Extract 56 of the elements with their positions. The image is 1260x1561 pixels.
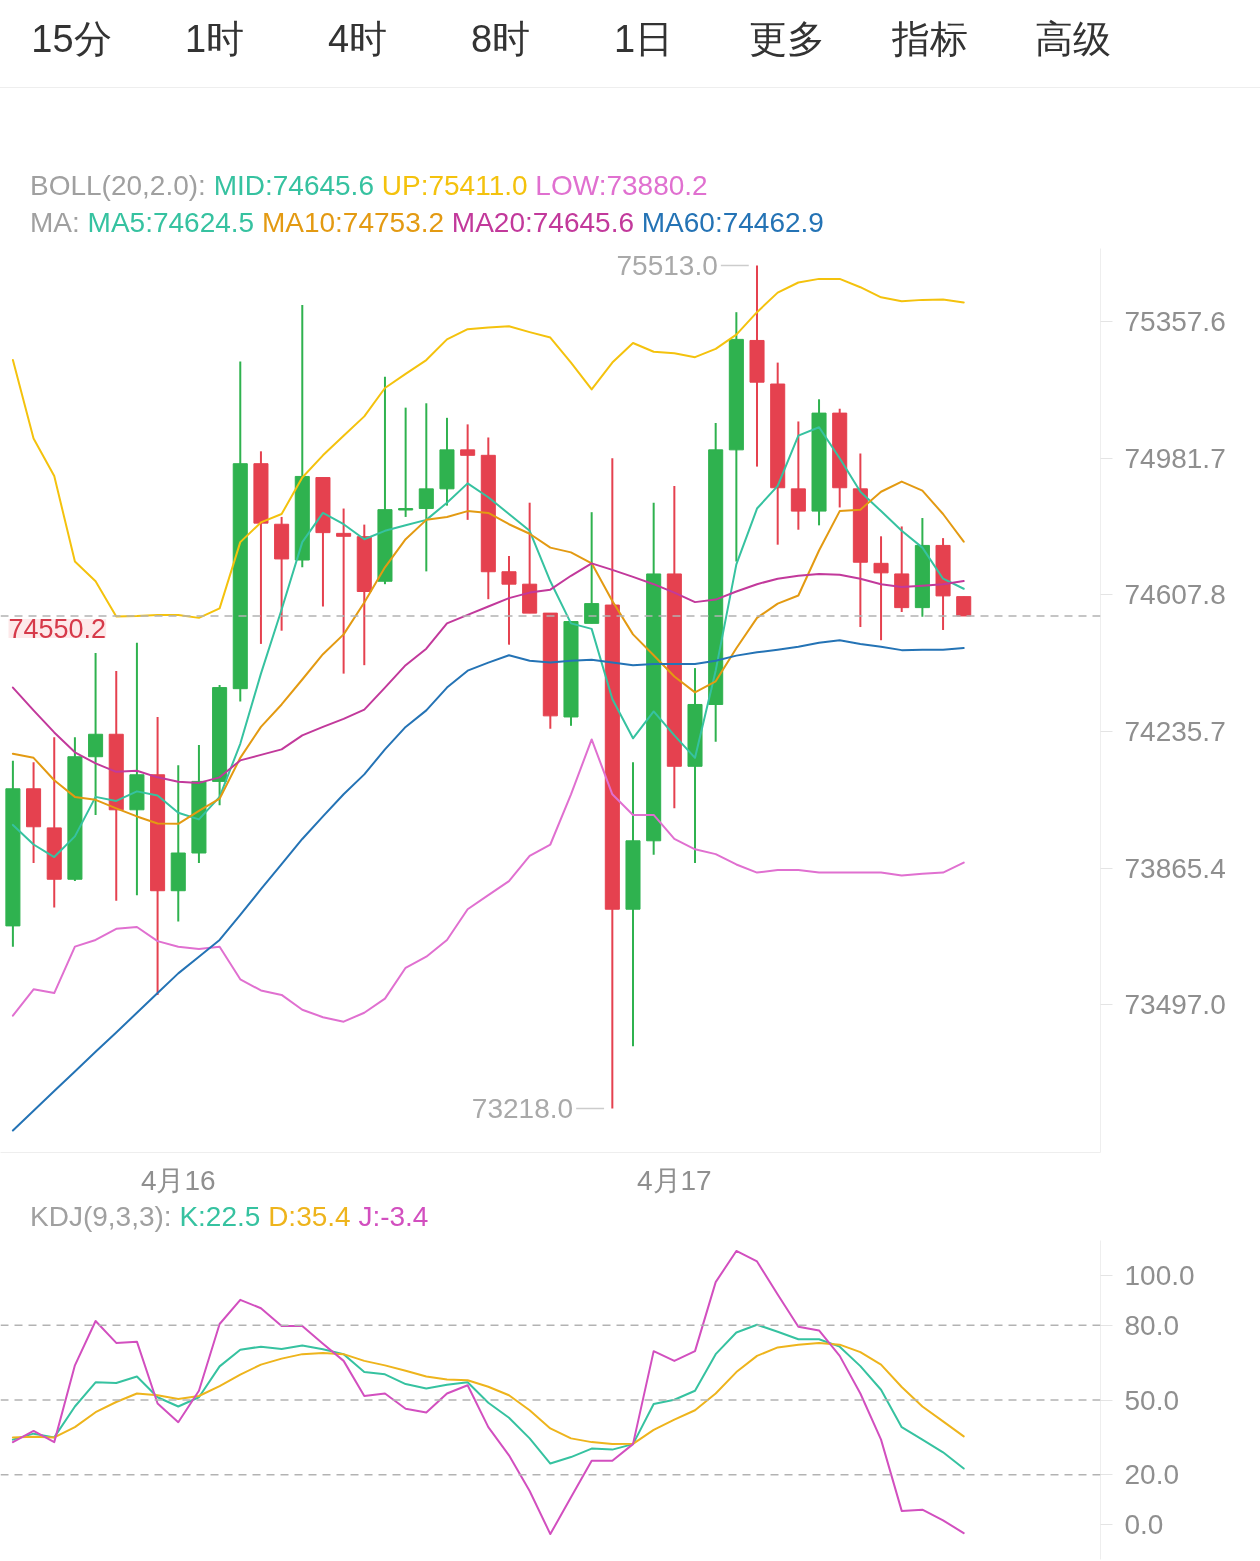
text: 高级 xyxy=(1033,16,1112,62)
candlestick xyxy=(398,406,414,518)
text: UP:75411.0 xyxy=(381,170,528,201)
text: 1时 xyxy=(183,16,246,62)
text: 15分 xyxy=(30,16,113,62)
text: MA5:74624.5 xyxy=(87,207,255,238)
text: 1日 xyxy=(612,16,675,62)
y-tick-label: 75357.6 xyxy=(1124,306,1226,338)
text: D:35.4 xyxy=(268,1201,351,1232)
line-series xyxy=(11,639,965,1132)
text: LOW:73880.2 xyxy=(535,170,708,201)
line-series xyxy=(11,277,965,619)
y-tick-label: 74607.8 xyxy=(1124,579,1226,611)
x-tick-label: 4月17 xyxy=(636,1164,712,1196)
line-series xyxy=(11,1249,965,1536)
candlestick xyxy=(336,507,352,675)
annotation: 75513.0 xyxy=(616,249,718,281)
line-series xyxy=(11,1323,965,1470)
text: BOLL(20,2.0): xyxy=(30,170,206,201)
y-tick-label: 100.0 xyxy=(1124,1259,1195,1291)
ref-line-label: 74550.2 xyxy=(8,613,107,644)
line-series xyxy=(11,1341,965,1446)
candlestick xyxy=(790,420,806,531)
text: 4时 xyxy=(326,16,389,62)
line-series xyxy=(11,562,965,784)
text: MA20:74645.6 xyxy=(451,207,634,238)
candlestick xyxy=(460,423,476,521)
y-tick-label: 80.0 xyxy=(1124,1309,1179,1341)
candlestick xyxy=(418,402,434,573)
candlestick xyxy=(956,596,972,617)
text: KDJ(9,3,3): xyxy=(30,1201,172,1232)
line-series xyxy=(11,480,965,825)
line-series xyxy=(11,426,965,859)
text: MA10:74753.2 xyxy=(261,207,445,238)
y-tick-label: 74235.7 xyxy=(1124,715,1226,747)
text: MA: xyxy=(30,207,80,238)
candlestick xyxy=(873,535,889,642)
x-tick-label: 4月16 xyxy=(140,1164,216,1196)
text: 更多 xyxy=(747,16,826,62)
legend-label: MID:74645.6 xyxy=(213,170,374,201)
candlestick xyxy=(501,555,517,646)
y-tick-label: 73497.0 xyxy=(1124,989,1226,1021)
text: MA60:74462.9 xyxy=(641,207,824,238)
text: J:-3.4 xyxy=(358,1201,429,1232)
y-tick-label: 74981.7 xyxy=(1124,442,1226,474)
y-tick-label: 73865.4 xyxy=(1124,852,1226,884)
candlestick xyxy=(584,511,600,625)
y-tick-label: 0.0 xyxy=(1124,1509,1164,1541)
annotation: 73218.0 xyxy=(471,1092,574,1124)
text: 指标 xyxy=(890,16,969,62)
y-tick-label: 50.0 xyxy=(1124,1384,1179,1416)
line-series xyxy=(11,738,965,1023)
text: K:22.5 xyxy=(179,1201,261,1232)
y-tick-label: 20.0 xyxy=(1124,1459,1179,1491)
text: 8时 xyxy=(469,16,532,62)
candlestick xyxy=(88,652,104,816)
